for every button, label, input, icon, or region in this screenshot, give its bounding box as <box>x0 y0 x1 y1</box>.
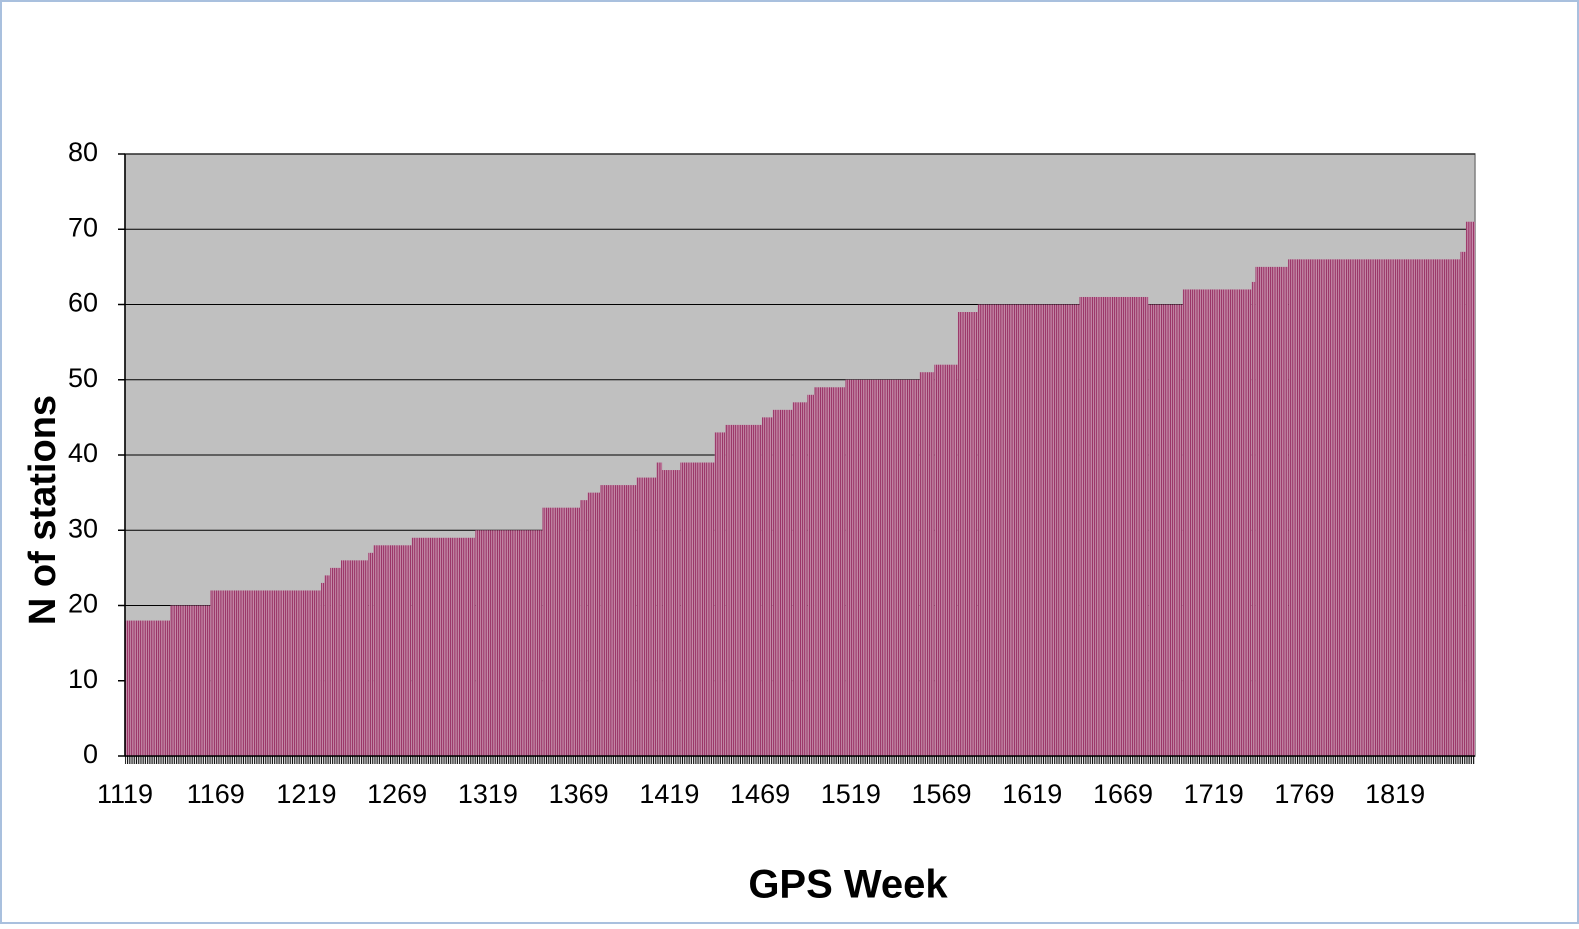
y-tick-label: 30 <box>68 513 98 543</box>
y-tick-label: 80 <box>68 137 98 167</box>
y-tick-label: 50 <box>68 363 98 393</box>
x-tick-marks <box>125 756 1475 764</box>
y-tick-label: 40 <box>68 438 98 468</box>
bar <box>373 545 412 756</box>
bar <box>656 462 663 756</box>
bar <box>1148 304 1183 756</box>
bar <box>542 507 581 756</box>
x-tick-label: 1319 <box>458 779 518 809</box>
y-tick-label: 60 <box>68 288 98 318</box>
x-tick-label: 1519 <box>821 779 881 809</box>
x-tick-label: 1119 <box>97 779 153 809</box>
bar <box>714 432 726 756</box>
bar <box>934 364 958 756</box>
x-tick-label: 1669 <box>1093 779 1153 809</box>
y-axis-title: N of stations <box>22 395 64 625</box>
bar <box>680 462 715 756</box>
bar <box>210 590 321 756</box>
bar <box>977 304 1080 756</box>
bar <box>411 537 476 756</box>
bar <box>814 387 846 756</box>
bar <box>580 500 588 756</box>
y-tick-label: 0 <box>83 739 98 769</box>
bar <box>807 394 815 756</box>
bar <box>845 379 920 756</box>
bar <box>662 470 681 756</box>
bar <box>1465 221 1475 757</box>
bar <box>725 424 762 756</box>
bar <box>125 620 171 756</box>
x-tick-label: 1819 <box>1365 779 1425 809</box>
y-tick-label: 10 <box>68 664 98 694</box>
bar <box>1288 259 1461 756</box>
x-tick-label: 1569 <box>911 779 971 809</box>
bar <box>587 492 601 756</box>
bar <box>761 417 773 756</box>
x-tick-label: 1619 <box>1002 779 1062 809</box>
x-tick-label: 1219 <box>276 779 336 809</box>
bar <box>772 409 793 756</box>
bar <box>340 560 369 756</box>
x-tick-label: 1719 <box>1184 779 1244 809</box>
x-tick-label: 1469 <box>730 779 790 809</box>
bar <box>1460 251 1466 756</box>
bar <box>475 530 543 756</box>
bar <box>330 567 341 756</box>
bar <box>1251 281 1256 756</box>
bar <box>320 582 325 756</box>
bar <box>170 605 211 756</box>
bar <box>919 372 935 756</box>
x-tick-label: 1769 <box>1274 779 1334 809</box>
bar <box>324 575 331 756</box>
bar <box>636 477 657 756</box>
bar <box>1182 289 1252 756</box>
y-tick-label: 20 <box>68 589 98 619</box>
x-tick-label: 1169 <box>187 779 245 809</box>
bar <box>368 552 374 756</box>
y-tick-label: 70 <box>68 212 98 242</box>
x-tick-label: 1369 <box>549 779 609 809</box>
x-tick-label: 1419 <box>639 779 699 809</box>
bar <box>600 485 637 756</box>
bar <box>1255 266 1289 756</box>
bar <box>792 402 808 756</box>
bar <box>957 312 978 756</box>
x-tick-label: 1269 <box>367 779 427 809</box>
bar <box>1079 296 1149 756</box>
x-axis-title: GPS Week <box>748 863 948 907</box>
